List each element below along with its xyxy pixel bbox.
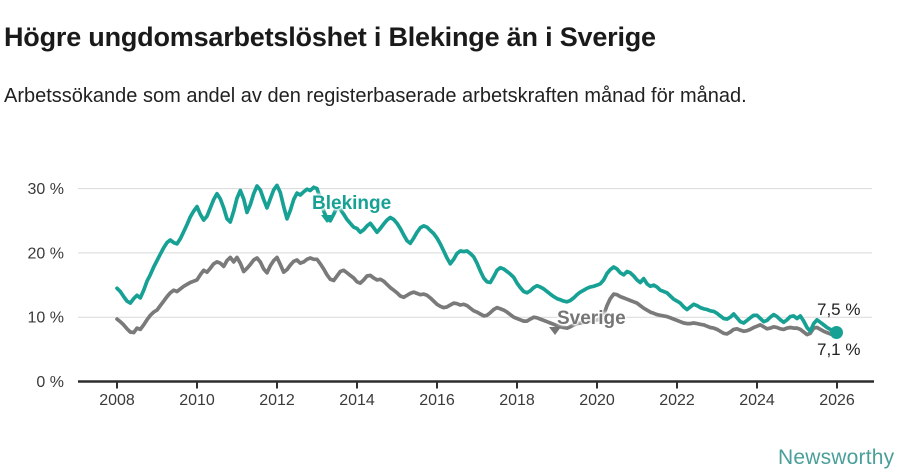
- series-label-blekinge: Blekinge: [312, 193, 392, 214]
- x-tick-label: 2020: [579, 392, 615, 409]
- y-tick-label: 10 %: [28, 310, 64, 327]
- x-tick-label: 2010: [179, 392, 215, 409]
- series-line-sverige: [115, 255, 839, 338]
- x-tick-label: 2016: [419, 392, 455, 409]
- end-value-sverige: 7,1 %: [817, 340, 861, 359]
- x-tick-label: 2014: [339, 392, 375, 409]
- y-tick-label: 20 %: [28, 245, 64, 262]
- blekinge-end-dot-icon: [830, 326, 843, 339]
- x-tick-label: 2012: [259, 392, 295, 409]
- page-title: Högre ungdomsarbetslöshet i Blekinge än …: [4, 22, 656, 53]
- x-tick-label: 2022: [659, 392, 695, 409]
- y-tick-label: 0 %: [36, 374, 64, 391]
- end-value-blekinge: 7,5 %: [817, 300, 861, 319]
- newsworthy-logo-icon: [744, 443, 770, 474]
- sverige-pointer-icon: [549, 327, 561, 335]
- y-tick-label: 30 %: [28, 181, 64, 198]
- footer-credit: Newsworthy: [744, 443, 894, 474]
- series-line-blekinge: [115, 183, 839, 336]
- x-tick-label: 2018: [499, 392, 535, 409]
- chart-svg: 0 % 10 % 20 % 30 % 2008 2010 2012 2014 2016 2018 2…: [28, 181, 874, 409]
- blekinge-pointer-icon: [321, 215, 333, 223]
- x-tick-label: 2026: [819, 392, 855, 409]
- newsworthy-wordmark: Newsworthy: [778, 446, 895, 469]
- chart-subtitle: Arbetssökande som andel av den registerb…: [4, 85, 747, 107]
- x-tick-label: 2024: [739, 392, 775, 409]
- x-tick-label: 2008: [99, 392, 135, 409]
- series-label-sverige: Sverige: [557, 308, 626, 329]
